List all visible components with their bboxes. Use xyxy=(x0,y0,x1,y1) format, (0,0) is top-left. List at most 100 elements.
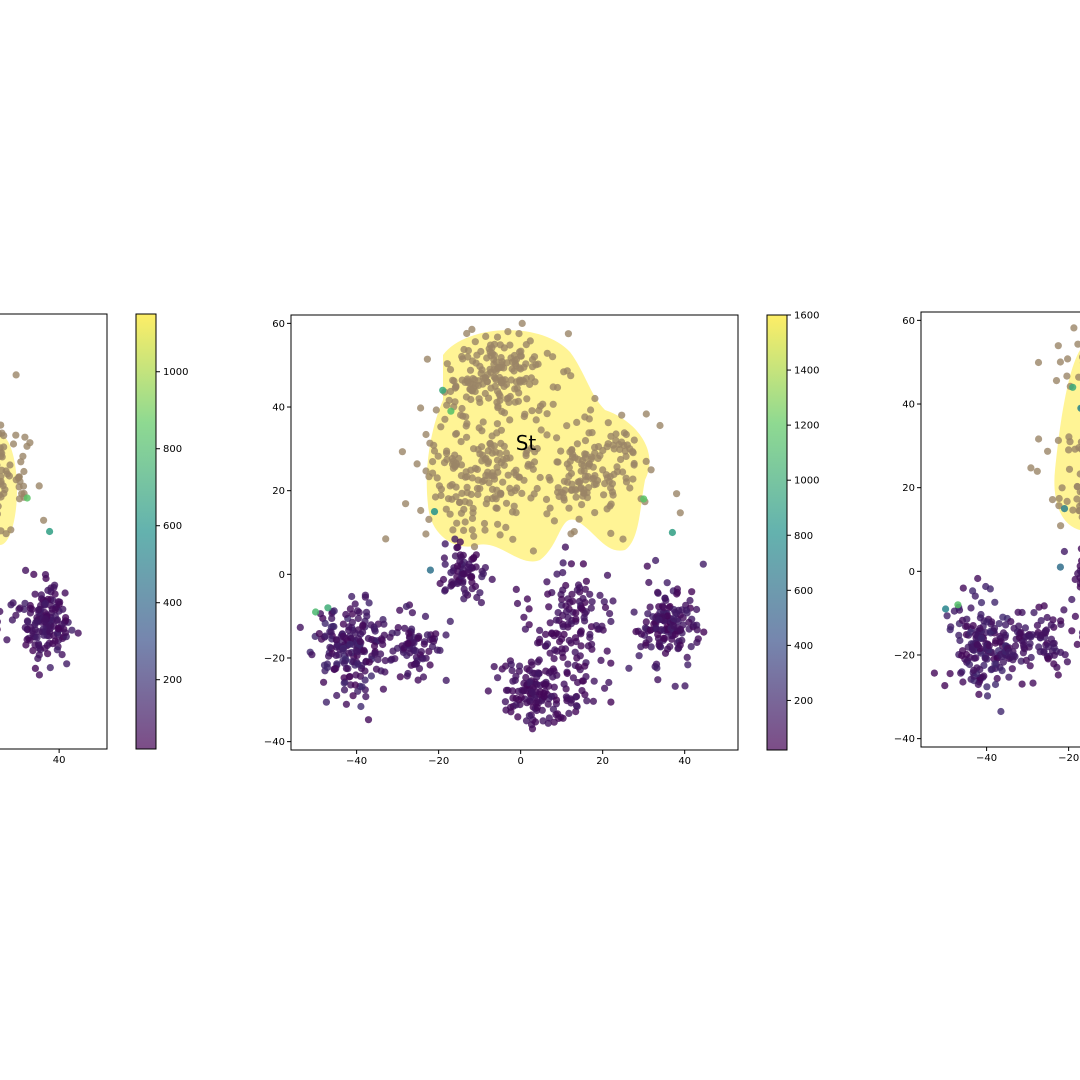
scatter-point xyxy=(522,341,530,349)
scatter-point xyxy=(544,700,552,708)
scatter-point xyxy=(333,691,341,700)
scatter-point xyxy=(536,473,544,482)
scatter-point xyxy=(352,671,360,679)
scatter-point xyxy=(18,490,26,498)
scatter-point xyxy=(436,579,444,588)
scatter-point xyxy=(1005,648,1013,656)
scatter-point xyxy=(423,355,431,363)
center-region-label: St xyxy=(516,431,537,455)
scatter-point xyxy=(635,652,643,660)
scatter-point xyxy=(563,608,571,616)
scatter-point xyxy=(1033,467,1041,475)
scatter-point xyxy=(451,535,459,543)
scatter-point xyxy=(507,376,515,384)
scatter-point xyxy=(579,560,588,568)
scatter-point xyxy=(564,660,572,668)
scatter-point xyxy=(518,319,526,327)
scatter-point xyxy=(372,665,381,673)
scatter-point xyxy=(558,595,566,603)
scatter-point xyxy=(484,447,492,455)
scatter-point xyxy=(455,498,464,507)
scatter-point xyxy=(426,566,434,574)
scatter-point xyxy=(493,486,501,494)
scatter-point xyxy=(543,349,551,357)
colorbar-tick-label: 400 xyxy=(163,598,182,609)
scatter-point xyxy=(451,451,459,459)
scatter-point xyxy=(23,635,31,644)
scatter-point xyxy=(563,367,571,375)
scatter-point xyxy=(447,582,455,590)
scatter-point xyxy=(22,566,30,575)
scatter-point xyxy=(985,642,993,650)
scatter-point xyxy=(999,658,1008,666)
scatter-point xyxy=(601,603,610,612)
scatter-point xyxy=(1022,633,1030,641)
scatter-point xyxy=(476,362,484,370)
scatter-point xyxy=(354,660,362,668)
scatter-point xyxy=(991,680,1000,689)
scatter-point xyxy=(568,590,576,598)
scatter-point xyxy=(600,598,608,606)
scatter-point xyxy=(659,603,668,611)
scatter-point xyxy=(321,632,329,640)
scatter-point xyxy=(942,605,950,613)
scatter-point xyxy=(526,380,534,388)
scatter-point xyxy=(441,415,449,423)
right-panel: −40 −20 −40 −20 0 20 40 60 xyxy=(894,311,1080,764)
scatter-point xyxy=(493,429,501,437)
scatter-point xyxy=(686,596,694,605)
scatter-point xyxy=(457,438,465,446)
scatter-point xyxy=(37,591,46,599)
scatter-point xyxy=(466,385,474,393)
scatter-point xyxy=(471,382,479,390)
scatter-point xyxy=(637,643,645,651)
scatter-point xyxy=(678,606,686,614)
scatter-point xyxy=(580,467,588,475)
colorbar-tick-label: 1600 xyxy=(794,311,819,322)
scatter-point xyxy=(496,531,504,539)
scatter-point xyxy=(493,463,501,471)
scatter-point xyxy=(978,634,986,642)
scatter-point xyxy=(941,682,949,690)
scatter-point xyxy=(442,631,450,639)
scatter-point xyxy=(509,677,517,685)
scatter-point xyxy=(565,464,573,472)
scatter-point xyxy=(470,445,478,453)
scatter-point xyxy=(991,598,999,606)
scatter-point xyxy=(549,400,557,408)
y-tick-label: 0 xyxy=(279,570,285,581)
scatter-point xyxy=(1026,662,1034,670)
scatter-point xyxy=(472,563,480,571)
scatter-point xyxy=(644,610,652,618)
scatter-point xyxy=(630,608,638,616)
scatter-point xyxy=(44,650,52,658)
scatter-point xyxy=(339,632,347,641)
center-colorbar xyxy=(767,315,787,750)
scatter-point xyxy=(1069,506,1077,514)
scatter-point xyxy=(478,457,486,465)
scatter-point xyxy=(41,599,49,608)
scatter-point xyxy=(23,494,31,502)
scatter-point xyxy=(0,429,6,437)
scatter-point xyxy=(354,687,362,695)
scatter-point xyxy=(656,421,664,430)
scatter-point xyxy=(463,329,471,338)
x-tick-label: −20 xyxy=(428,756,449,767)
scatter-point xyxy=(456,538,464,546)
scatter-point xyxy=(456,557,464,565)
scatter-point xyxy=(527,444,536,452)
y-tick-label: 60 xyxy=(272,319,285,330)
scatter-point xyxy=(3,636,11,644)
scatter-point xyxy=(577,627,585,635)
scatter-point xyxy=(44,586,52,595)
scatter-point xyxy=(969,622,977,630)
scatter-point xyxy=(493,504,501,512)
scatter-point xyxy=(330,665,338,673)
scatter-point xyxy=(540,693,548,701)
scatter-point xyxy=(1030,609,1038,617)
scatter-point xyxy=(396,606,404,614)
scatter-point xyxy=(1,486,9,494)
scatter-point xyxy=(1002,621,1010,629)
scatter-point xyxy=(433,646,441,654)
scatter-point xyxy=(325,652,333,660)
